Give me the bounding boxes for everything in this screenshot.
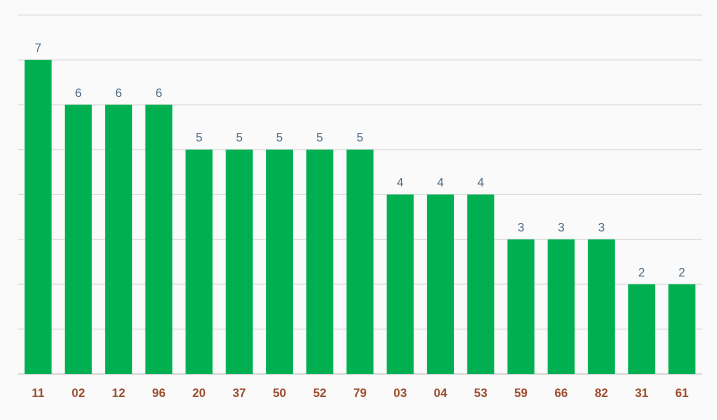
bar-79 xyxy=(346,149,374,374)
data-label-03: 4 xyxy=(397,176,404,190)
data-label-79: 5 xyxy=(357,131,364,145)
x-tick-label-12: 12 xyxy=(112,386,126,400)
data-label-59: 3 xyxy=(518,220,525,234)
data-label-04: 4 xyxy=(437,176,444,190)
x-tick-label-61: 61 xyxy=(675,386,689,400)
bar-96 xyxy=(145,104,173,374)
x-tick-label-20: 20 xyxy=(192,386,206,400)
x-axis-tick-labels: 11 02 12 96 20 37 50 52 79 03 04 53 59 66 82 31 61 xyxy=(32,386,689,400)
bar-12 xyxy=(105,104,133,374)
data-label-50: 5 xyxy=(276,131,283,145)
bar-82 xyxy=(587,239,615,374)
x-tick-label-53: 53 xyxy=(474,386,488,400)
data-label-02: 6 xyxy=(75,86,82,100)
x-tick-label-66: 66 xyxy=(554,386,568,400)
data-label-11: 7 xyxy=(35,41,42,55)
data-label-20: 5 xyxy=(196,131,203,145)
data-label-37: 5 xyxy=(236,131,243,145)
x-tick-label-03: 03 xyxy=(394,386,408,400)
bar-61 xyxy=(668,284,696,374)
data-labels: 7 6 6 6 5 5 5 5 5 4 4 4 3 3 3 2 2 xyxy=(35,41,686,279)
data-label-12: 6 xyxy=(115,86,122,100)
bar-66 xyxy=(547,239,575,374)
bar-37 xyxy=(225,149,253,374)
bars xyxy=(24,59,696,374)
x-tick-label-31: 31 xyxy=(635,386,649,400)
bar-31 xyxy=(628,284,656,374)
x-tick-label-52: 52 xyxy=(313,386,327,400)
data-label-66: 3 xyxy=(558,220,565,234)
bar-59 xyxy=(507,239,535,374)
x-tick-label-37: 37 xyxy=(233,386,247,400)
x-tick-label-96: 96 xyxy=(152,386,166,400)
x-tick-label-02: 02 xyxy=(72,386,86,400)
x-tick-label-11: 11 xyxy=(32,386,45,400)
bar-50 xyxy=(266,149,294,374)
x-tick-label-82: 82 xyxy=(595,386,609,400)
data-label-31: 2 xyxy=(638,265,645,279)
data-label-96: 6 xyxy=(155,86,162,100)
bar-04 xyxy=(426,194,454,374)
x-tick-label-59: 59 xyxy=(514,386,528,400)
data-label-52: 5 xyxy=(316,131,323,145)
bar-52 xyxy=(306,149,334,374)
bar-53 xyxy=(467,194,495,374)
data-label-61: 2 xyxy=(679,265,686,279)
x-tick-label-79: 79 xyxy=(353,386,367,400)
bar-20 xyxy=(185,149,213,374)
data-label-53: 4 xyxy=(477,176,484,190)
x-tick-label-50: 50 xyxy=(273,386,287,400)
bar-02 xyxy=(64,104,92,374)
data-label-82: 3 xyxy=(598,220,605,234)
bar-11 xyxy=(24,59,52,374)
bar-03 xyxy=(386,194,414,374)
x-tick-label-04: 04 xyxy=(434,386,448,400)
